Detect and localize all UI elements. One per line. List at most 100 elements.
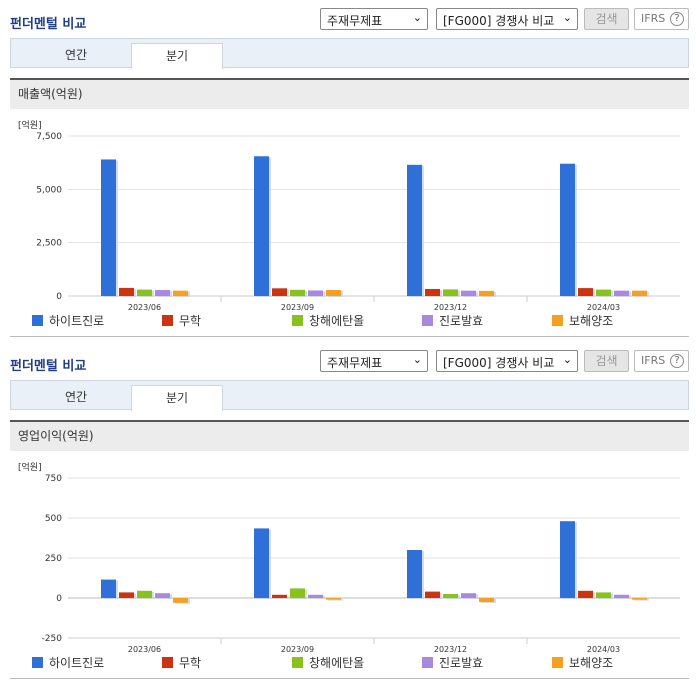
- bar-2023-09-series-0[interactable]: [254, 528, 269, 598]
- bar-2023-09-series-4[interactable]: [326, 290, 341, 296]
- legend-label: 창해에탄올: [309, 314, 365, 328]
- y-tick-label: 250: [45, 554, 62, 564]
- bar-2024-03-series-2[interactable]: [596, 289, 611, 296]
- peer-group-select-value: [FG000] 경쟁사 비교: [443, 14, 555, 28]
- legend-item-hite[interactable]: 하이트진로: [32, 654, 104, 671]
- bar-2023-06-series-0[interactable]: [101, 579, 116, 598]
- chart-legend: 하이트진로 무학 창해에탄올 진로발효 보해양조: [0, 654, 696, 672]
- bar-2023-09-series-2[interactable]: [290, 588, 305, 598]
- tab-annual[interactable]: 연간: [64, 48, 88, 62]
- divider: [10, 678, 689, 679]
- legend-item-jinro[interactable]: 진로발효: [422, 312, 483, 329]
- bar-2023-06-series-4[interactable]: [173, 290, 188, 296]
- legend-item-bohae[interactable]: 보해양조: [552, 312, 613, 329]
- peer-group-select[interactable]: [FG000] 경쟁사 비교 ⌄: [436, 8, 578, 30]
- tab-annual[interactable]: 연간: [64, 390, 88, 404]
- bar-2023-09-series-1[interactable]: [272, 594, 287, 598]
- bar-2023-12-series-4[interactable]: [479, 598, 494, 602]
- statement-select[interactable]: 주재무제표 ⌄: [320, 350, 428, 372]
- legend-swatch: [552, 657, 563, 668]
- fundamental-panel-revenue: 펀더멘털 비교 주재무제표 ⌄ [FG000] 경쟁사 비교 ⌄ 검색 IFRS? …: [0, 8, 696, 337]
- legend-label: 진로발효: [439, 314, 484, 328]
- period-tabs: 연간 분기: [10, 380, 689, 411]
- bar-2023-12-series-3[interactable]: [461, 593, 476, 598]
- bar-2023-06-series-2[interactable]: [137, 289, 152, 296]
- bar-2024-03-series-3[interactable]: [614, 290, 629, 296]
- bar-2023-06-series-4[interactable]: [173, 598, 188, 603]
- bar-2024-03-series-3[interactable]: [614, 594, 629, 598]
- divider: [10, 336, 689, 337]
- panel-title: 펀더멘털 비교: [10, 359, 87, 374]
- chart-header: 매출액(억원): [10, 78, 689, 109]
- legend-swatch: [292, 657, 303, 668]
- chevron-down-icon: ⌄: [412, 11, 422, 24]
- bar-2023-12-series-2[interactable]: [443, 594, 458, 598]
- fundamental-panel-operating-profit: 펀더멘털 비교 주재무제표 ⌄ [FG000] 경쟁사 비교 ⌄ 검색 IFRS? …: [0, 342, 696, 684]
- ifrs-button[interactable]: IFRS?: [634, 350, 689, 372]
- chevron-down-icon: ⌄: [412, 353, 422, 366]
- bar-2023-09-series-1[interactable]: [272, 288, 287, 296]
- bar-2024-03-series-0[interactable]: [560, 521, 575, 598]
- bar-2023-12-series-4[interactable]: [479, 290, 494, 296]
- bar-2023-12-series-1[interactable]: [425, 288, 440, 296]
- bar-2024-03-series-2[interactable]: [596, 592, 611, 598]
- bar-2023-12-series-1[interactable]: [425, 591, 440, 598]
- bar-2023-12-series-3[interactable]: [461, 290, 476, 296]
- x-tick-label: 2024/03: [587, 645, 620, 654]
- chart-legend: 하이트진로 무학 창해에탄올 진로발효 보해양조: [0, 312, 696, 330]
- bar-2024-03-series-4[interactable]: [632, 290, 647, 296]
- statement-select-value: 주재무제표: [327, 356, 383, 370]
- statement-select[interactable]: 주재무제표 ⌄: [320, 8, 428, 30]
- bar-2023-12-series-0[interactable]: [407, 550, 422, 598]
- chart-header: 영업이익(억원): [10, 420, 689, 451]
- x-tick-label: 2023/09: [281, 645, 314, 654]
- legend-item-changhae[interactable]: 창해에탄올: [292, 654, 364, 671]
- legend-label: 보해양조: [569, 656, 614, 670]
- bar-2024-03-series-4[interactable]: [632, 598, 647, 600]
- bar-2023-09-series-4[interactable]: [326, 598, 341, 600]
- legend-label: 하이트진로: [49, 656, 105, 670]
- bar-2023-09-series-3[interactable]: [308, 594, 323, 598]
- bar-2023-06-series-3[interactable]: [155, 593, 170, 598]
- legend-item-changhae[interactable]: 창해에탄올: [292, 312, 364, 329]
- legend-item-muhak[interactable]: 무학: [162, 654, 201, 671]
- period-tabs: 연간 분기: [10, 38, 689, 69]
- peer-group-select[interactable]: [FG000] 경쟁사 비교 ⌄: [436, 350, 578, 372]
- y-tick-label: 2,500: [36, 239, 62, 249]
- search-button[interactable]: 검색: [584, 8, 629, 30]
- legend-item-hite[interactable]: 하이트진로: [32, 312, 104, 329]
- bar-2024-03-series-0[interactable]: [560, 163, 575, 296]
- legend-swatch: [422, 315, 433, 326]
- search-button[interactable]: 검색: [584, 350, 629, 372]
- bar-2023-06-series-1[interactable]: [119, 592, 134, 598]
- bar-2023-09-series-2[interactable]: [290, 289, 305, 296]
- tab-quarterly[interactable]: 분기: [131, 43, 223, 69]
- statement-select-value: 주재무제표: [327, 14, 383, 28]
- bar-2023-12-series-2[interactable]: [443, 289, 458, 296]
- bar-2023-06-series-0[interactable]: [101, 159, 116, 296]
- operating-profit-bar-chart: -250 0 250 500 750 2023/06 2023/09 2023/12 2024/…: [42, 474, 680, 654]
- bar-2023-06-series-3[interactable]: [155, 290, 170, 296]
- x-tick-label: 2023/12: [434, 645, 467, 654]
- bar-2023-12-series-0[interactable]: [407, 164, 422, 296]
- help-icon: ?: [670, 12, 684, 26]
- bar-2023-06-series-2[interactable]: [137, 590, 152, 598]
- bar-2023-06-series-1[interactable]: [119, 287, 134, 296]
- legend-item-bohae[interactable]: 보해양조: [552, 654, 613, 671]
- legend-item-muhak[interactable]: 무학: [162, 312, 201, 329]
- bar-2024-03-series-1[interactable]: [578, 288, 593, 296]
- x-tick-label: 2023/12: [434, 303, 467, 312]
- legend-label: 창해에탄올: [309, 656, 365, 670]
- bar-2023-09-series-3[interactable]: [308, 290, 323, 296]
- bar-2024-03-series-1[interactable]: [578, 590, 593, 598]
- ifrs-label: IFRS: [641, 12, 666, 25]
- legend-label: 하이트진로: [49, 314, 105, 328]
- bar-2023-09-series-0[interactable]: [254, 156, 269, 296]
- ifrs-button[interactable]: IFRS?: [634, 8, 689, 30]
- y-unit-label: [억원]: [18, 463, 42, 473]
- revenue-bar-chart: 0 2,500 5,000 7,500 2023/06 2023/09 2023/12 202…: [36, 132, 680, 312]
- legend-item-jinro[interactable]: 진로발효: [422, 654, 483, 671]
- y-tick-label: 5,000: [36, 185, 62, 195]
- y-tick-label: 7,500: [36, 132, 62, 142]
- tab-quarterly[interactable]: 분기: [131, 385, 223, 411]
